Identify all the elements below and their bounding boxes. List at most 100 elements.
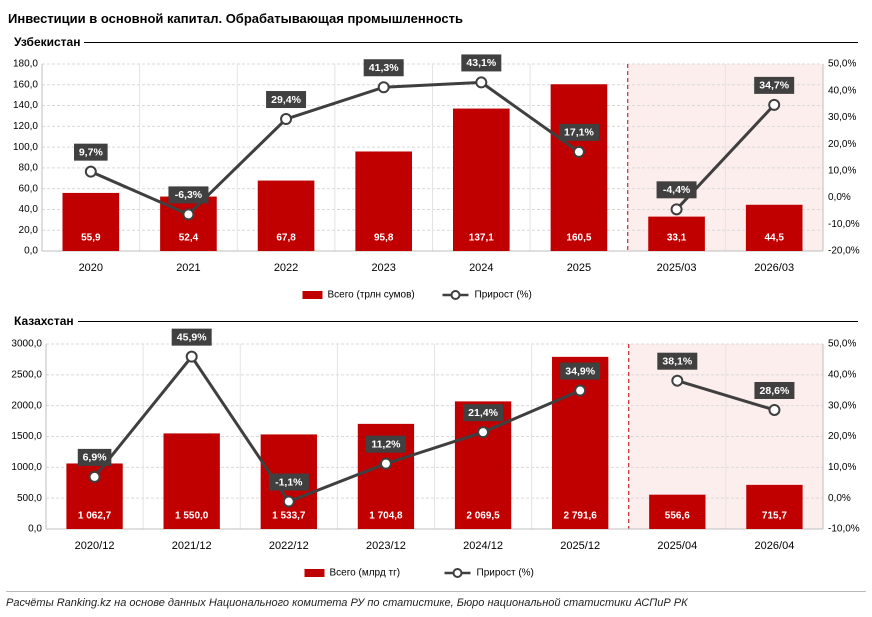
bar-value-label-kz-7: 715,7: [762, 511, 787, 522]
growth-point-kz-3: [379, 457, 392, 470]
left-tick-label-uz: 100,0: [13, 142, 38, 153]
growth-label-uz-4: 43,1%: [466, 57, 496, 69]
left-tick-label-uz: 80,0: [19, 163, 39, 174]
bar-value-label-uz-2: 67,8: [276, 233, 296, 244]
right-tick-label-kz: 10,0%: [828, 462, 856, 473]
growth-label-bg-kz-0: [77, 448, 112, 466]
category-label-kz-3: 2023/12: [366, 540, 406, 552]
bar-kz-5: [552, 356, 609, 529]
left-tick-label-kz: 2500,0: [11, 369, 42, 380]
section-rule-kz: [14, 321, 858, 322]
category-label-uz-7: 2026/03: [754, 262, 794, 274]
growth-label-kz-7: 28,6%: [760, 385, 790, 397]
bar-uz-3: [355, 151, 412, 251]
category-label-uz-4: 2024: [469, 262, 493, 274]
right-tick-label-uz: 0,0%: [828, 192, 851, 203]
growth-point-kz-4: [477, 426, 490, 439]
bar-value-label-kz-2: 1 533,7: [272, 511, 306, 522]
bar-value-label-uz-4: 137,1: [469, 233, 494, 244]
growth-label-bg-kz-4: [463, 404, 504, 422]
growth-label-uz-7: 34,7%: [759, 80, 789, 92]
growth-label-bg-uz-4: [461, 54, 502, 72]
growth-point-uz-0: [84, 165, 97, 178]
growth-point-kz-7: [768, 403, 781, 416]
growth-label-bg-uz-2: [266, 91, 307, 109]
left-tick-label-uz: 0,0: [24, 246, 38, 257]
growth-label-bg-uz-7: [754, 76, 795, 94]
category-label-kz-7: 2026/04: [755, 540, 795, 552]
right-tick-label-uz: 30,0%: [828, 112, 856, 123]
right-tick-label-uz: 10,0%: [828, 165, 856, 176]
growth-point-uz-4: [475, 76, 488, 89]
bar-value-label-uz-1: 52,4: [179, 233, 199, 244]
left-tick-label-kz: 1500,0: [11, 431, 42, 442]
growth-label-kz-0: 6,9%: [83, 452, 108, 464]
growth-label-kz-6: 38,1%: [662, 355, 692, 367]
bar-kz-6: [649, 494, 706, 529]
legend-swatch-bar-kz: [304, 569, 325, 577]
right-tick-label-kz: 30,0%: [828, 400, 856, 411]
growth-label-bg-uz-6: [656, 181, 697, 199]
growth-point-kz-6: [671, 374, 684, 387]
left-tick-label-uz: 140,0: [13, 100, 38, 111]
growth-point-kz-0: [88, 470, 101, 483]
growth-label-bg-uz-5: [558, 123, 599, 141]
left-tick-label-kz: 2000,0: [11, 400, 42, 411]
growth-label-bg-kz-6: [657, 352, 698, 370]
growth-label-kz-2: -1,1%: [275, 476, 303, 488]
legend-swatch-marker-uz: [450, 290, 461, 300]
left-tick-label-uz: 40,0: [19, 204, 39, 215]
category-label-kz-5: 2025/12: [560, 540, 600, 552]
growth-line-kz-1: [676, 379, 775, 412]
growth-point-uz-6: [670, 203, 683, 216]
legend-label-bar-kz: Всего (млрд тг): [330, 568, 401, 579]
legend-label-line-uz: Прирост (%): [475, 290, 532, 301]
growth-point-uz-3: [377, 81, 390, 94]
left-tick-label-kz: 3000,0: [11, 339, 42, 350]
growth-line-kz-0: [93, 354, 581, 504]
left-tick-label-kz: 0,0: [28, 524, 42, 535]
growth-label-uz-0: 9,7%: [79, 146, 104, 158]
bar-value-label-kz-6: 556,6: [665, 511, 690, 522]
bar-value-label-kz-5: 2 791,6: [564, 511, 598, 522]
category-label-uz-3: 2023: [371, 262, 395, 274]
footer-rule: [6, 591, 866, 592]
right-tick-label-uz: -10,0%: [828, 219, 860, 230]
right-tick-label-kz: 0,0%: [828, 493, 851, 504]
chart-title: Инвестиции в основной капитал. Обрабатыв…: [8, 11, 463, 26]
bar-value-label-kz-1: 1 550,0: [175, 511, 209, 522]
bar-uz-7: [745, 204, 803, 251]
bar-uz-4: [453, 108, 510, 252]
growth-label-kz-1: 45,9%: [177, 331, 207, 343]
growth-line-uz-0: [90, 80, 580, 217]
legend-label-line-kz: Прирост (%): [477, 568, 534, 579]
growth-label-bg-uz-1: [168, 186, 209, 204]
source-footnote: Расчёты Ranking.kz на основе данных Наци…: [6, 597, 688, 609]
right-tick-label-kz: 40,0%: [828, 369, 856, 380]
left-tick-label-kz: 1000,0: [11, 462, 42, 473]
left-tick-label-uz: 120,0: [13, 121, 38, 132]
bar-uz-5: [550, 84, 608, 251]
growth-label-uz-2: 29,4%: [271, 94, 301, 106]
growth-label-kz-4: 21,4%: [468, 407, 498, 419]
growth-point-uz-2: [280, 113, 293, 126]
growth-label-uz-3: 41,3%: [369, 62, 399, 74]
growth-label-bg-kz-5: [560, 362, 601, 380]
growth-label-bg-uz-0: [74, 143, 108, 161]
growth-point-kz-2: [282, 495, 295, 508]
legend-swatch-marker-kz: [452, 568, 463, 578]
category-label-kz-1: 2021/12: [172, 540, 212, 552]
right-tick-label-uz: 20,0%: [828, 139, 856, 150]
bar-value-label-kz-3: 1 704,8: [369, 511, 403, 522]
growth-label-uz-6: -4,4%: [663, 184, 691, 196]
section-label-uz: Узбекистан: [14, 35, 85, 49]
category-label-uz-6: 2025/03: [657, 262, 697, 274]
bar-value-label-uz-0: 55,9: [81, 233, 101, 244]
right-tick-label-uz: -20,0%: [828, 246, 860, 257]
legend-swatch-bar-uz: [302, 291, 323, 299]
growth-point-kz-5: [574, 384, 587, 397]
bar-kz-1: [163, 433, 220, 529]
growth-label-bg-kz-3: [365, 435, 406, 453]
right-tick-label-uz: 50,0%: [828, 59, 856, 70]
